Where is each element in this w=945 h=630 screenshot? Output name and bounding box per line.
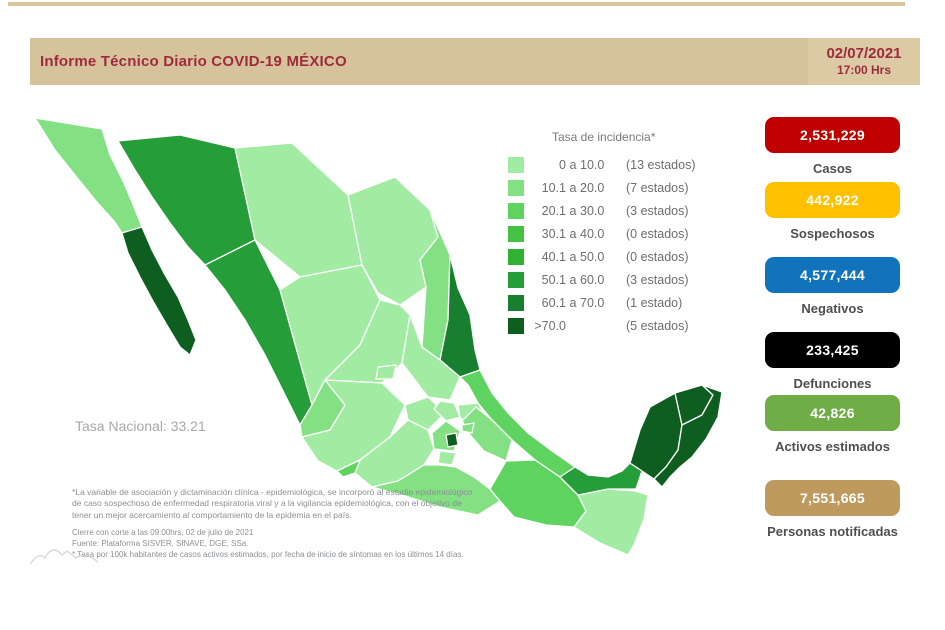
state-baja-california [34, 117, 143, 234]
stat-card: 7,551,665 Personas notificadas [765, 480, 900, 539]
legend-range-to: 40.0 [580, 226, 605, 241]
legend-range-joiner: a [569, 226, 577, 241]
state-puebla [461, 406, 513, 462]
legend-range-joiner: a [569, 157, 577, 172]
stat-card: 2,531,229 Casos [765, 117, 900, 176]
state-cdmx [445, 432, 459, 448]
state-sonora [117, 134, 256, 266]
legend-range-from: 60.1 [541, 295, 566, 310]
legend-range-from: 10.1 [541, 180, 566, 195]
legend-row: 10.1 a 20.0 (7 estados) [500, 176, 730, 199]
legend-range-to: 20.0 [580, 180, 605, 195]
top-accent-line [8, 2, 905, 6]
legend-color-swatch [508, 202, 524, 219]
state-chiapas [573, 488, 649, 556]
legend-row: 50.1 a 60.0 (3 estados) [500, 268, 730, 291]
stat-card: 4,577,444 Negativos [765, 257, 900, 316]
legend-state-count: (13 estados) [626, 157, 696, 172]
legend-color-swatch [508, 294, 524, 311]
legend-range-joiner: a [569, 272, 577, 287]
legend-range-to: 60.0 [580, 272, 605, 287]
stat-value-pill: 233,425 [765, 332, 900, 368]
legend-row: 0 a 10.0 (13 estados) [500, 153, 730, 176]
state-quintana-roo [653, 384, 723, 488]
legend-color-swatch [508, 179, 524, 196]
stat-label: Activos estimados [775, 439, 890, 454]
stat-card: 442,922 Sospechosos [765, 182, 900, 241]
legend-row: 60.1 a 70.0 (1 estado) [500, 291, 730, 314]
stat-value-pill: 4,577,444 [765, 257, 900, 293]
legend-color-swatch [508, 248, 524, 265]
legend-range-joiner: a [569, 249, 577, 264]
report-header: Informe Técnico Diario COVID-19 MÉXICO 0… [30, 38, 920, 85]
footnote-source: Fuente: Plataforma SISVER, SINAVE, DGE, … [72, 539, 249, 549]
legend-color-swatch [508, 317, 524, 334]
state-queretaro [433, 400, 461, 422]
state-aguascalientes [375, 364, 397, 380]
legend-range-from: 50.1 [541, 272, 566, 287]
state-morelos [437, 450, 457, 466]
stat-label: Defunciones [793, 376, 872, 391]
legend-rows: 0 a 10.0 (13 estados) 10.1 a 20.0 (7 estados) 20… [500, 153, 730, 337]
legend-state-count: (3 estados) [626, 203, 689, 218]
legend-row: >70.0 (5 estados) [500, 314, 730, 337]
legend-range-joiner: a [569, 180, 577, 195]
stat-label: Casos [812, 161, 853, 176]
legend-state-count: (3 estados) [626, 272, 689, 287]
mountains-watermark-icon [29, 549, 99, 565]
footnote-paragraph: *La variable de asociación y dictaminaci… [72, 487, 473, 520]
report-title: Informe Técnico Diario COVID-19 MÉXICO [40, 53, 347, 70]
stat-label: Sospechosos [790, 226, 875, 241]
state-colima [336, 459, 361, 478]
legend-state-count: (7 estados) [626, 180, 689, 195]
state-guerrero [371, 464, 501, 516]
legend-range-joiner: a [569, 203, 577, 218]
legend-range-from: 0 [559, 157, 566, 172]
report-datetime: 02/07/2021 17:00 Hrs [808, 38, 920, 85]
legend-range-to: 30.0 [580, 203, 605, 218]
legend-range-to: 50.0 [580, 249, 605, 264]
legend-row: 30.1 a 40.0 (0 estados) [500, 222, 730, 245]
legend-row: 40.1 a 50.0 (0 estados) [500, 245, 730, 268]
stat-card: 42,826 Activos estimados [765, 395, 900, 454]
mexico-choropleth-map [34, 117, 723, 556]
footnote-rate-definition: * Tasa por 100k habitantes de casos acti… [72, 550, 464, 559]
state-baja-california-sur [121, 226, 197, 356]
state-tlaxcala [461, 422, 475, 434]
report-time: 17:00 Hrs [836, 63, 892, 77]
state-san-luis-potosi [401, 314, 461, 401]
legend-state-count: (5 estados) [626, 318, 689, 333]
legend-state-count: (0 estados) [626, 226, 689, 241]
legend-range-from: >70.0 [534, 318, 566, 333]
stat-label: Negativos [801, 301, 864, 316]
legend-range-from: 20.1 [541, 203, 566, 218]
stat-value-pill: 442,922 [765, 182, 900, 218]
stat-label: Personas notificadas [767, 524, 898, 539]
legend-color-swatch [508, 156, 524, 173]
legend-state-count: (0 estados) [626, 249, 689, 264]
legend-range-to: 70.0 [580, 295, 605, 310]
state-sinaloa [204, 239, 313, 426]
footnotes: *La variable de asociación y dictaminaci… [72, 487, 477, 561]
state-guanajuato [404, 396, 446, 431]
footnote-cutoff: Cierre con corte a las 09:00hrs, 02 de j… [72, 528, 254, 538]
legend-range-to: 10.0 [580, 157, 605, 172]
legend-range-joiner: a [569, 295, 577, 310]
legend-range-from: 40.1 [541, 249, 566, 264]
national-rate-label: Tasa Nacional: 33.21 [75, 418, 206, 434]
stat-card: 233,425 Defunciones [765, 332, 900, 391]
legend-state-count: (1 estado) [626, 295, 683, 310]
stat-value-pill: 42,826 [765, 395, 900, 431]
stat-value-pill: 7,551,665 [765, 480, 900, 516]
legend-color-swatch [508, 225, 524, 242]
incidence-legend: Tasa de incidencia* 0 a 10.0 (13 estados) 10… [500, 130, 730, 337]
report-date: 02/07/2021 [826, 45, 902, 62]
legend-row: 20.1 a 30.0 (3 estados) [500, 199, 730, 222]
stat-value-pill: 2,531,229 [765, 117, 900, 153]
legend-title: Tasa de incidencia* [552, 130, 656, 144]
legend-range-from: 30.1 [541, 226, 566, 241]
legend-color-swatch [508, 271, 524, 288]
